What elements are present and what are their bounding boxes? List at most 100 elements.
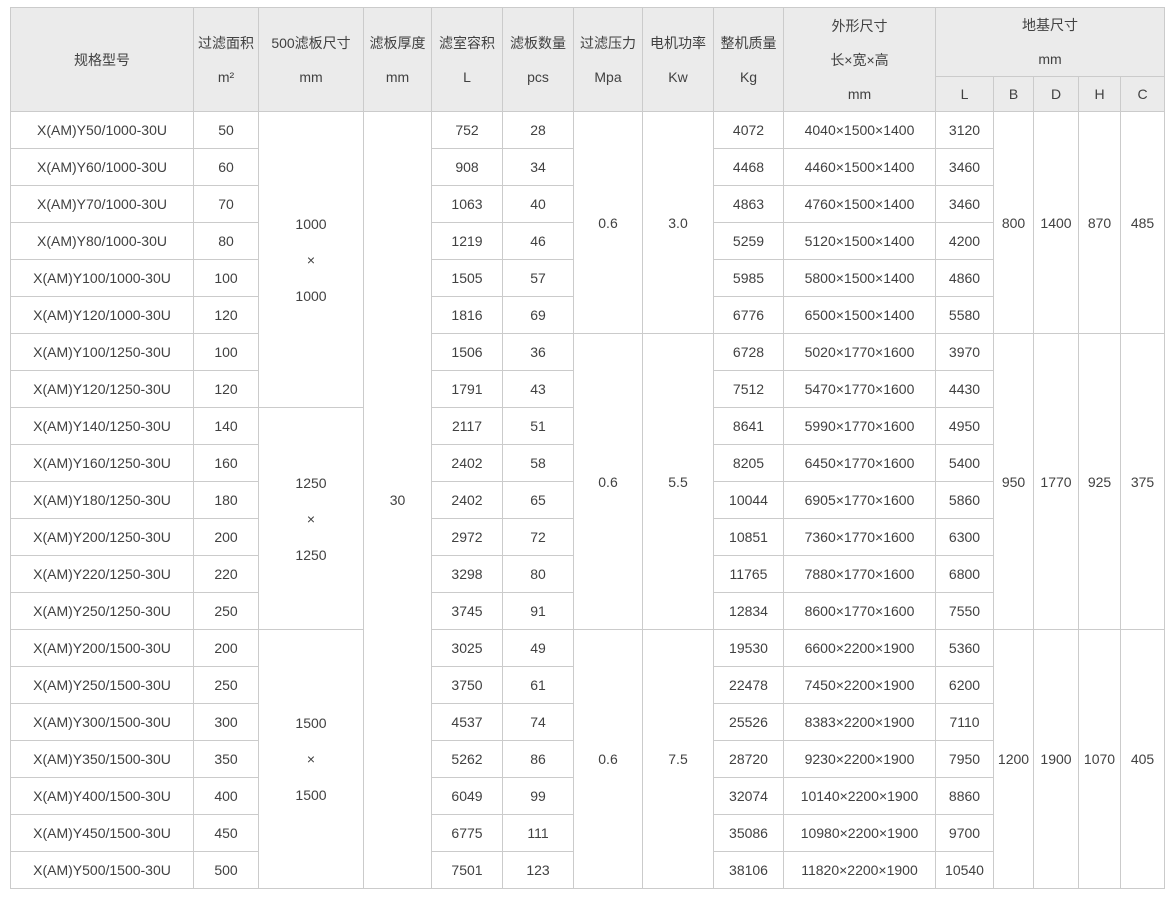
col-header-plates: 滤板数量pcs xyxy=(503,8,574,112)
cell-model: X(AM)Y500/1500-30U xyxy=(11,852,194,889)
cell-text-line: 0.6 xyxy=(574,464,642,500)
cell-area: 120 xyxy=(194,297,259,334)
cell-plate-merged: 1250×1250 xyxy=(259,408,364,630)
cell-area: 300 xyxy=(194,704,259,741)
cell-found_l: 6200 xyxy=(936,667,994,704)
cell-volume: 3745 xyxy=(432,593,503,630)
cell-found_l: 3460 xyxy=(936,186,994,223)
cell-model: X(AM)Y160/1250-30U xyxy=(11,445,194,482)
cell-found_l: 10540 xyxy=(936,852,994,889)
cell-volume: 6049 xyxy=(432,778,503,815)
cell-power-merged: 5.5 xyxy=(643,334,714,630)
cell-text-line: 1250 xyxy=(259,465,363,501)
col-header-found_d: D xyxy=(1034,77,1079,112)
cell-volume: 3025 xyxy=(432,630,503,667)
cell-weight: 12834 xyxy=(714,593,784,630)
cell-plates: 28 xyxy=(503,112,574,149)
cell-found_l: 3460 xyxy=(936,149,994,186)
cell-model: X(AM)Y70/1000-30U xyxy=(11,186,194,223)
cell-weight: 4072 xyxy=(714,112,784,149)
col-header-found_c: C xyxy=(1121,77,1165,112)
cell-power-merged: 3.0 xyxy=(643,112,714,334)
cell-area: 50 xyxy=(194,112,259,149)
cell-plates: 74 xyxy=(503,704,574,741)
cell-dims: 7450×2200×1900 xyxy=(784,667,936,704)
cell-found_l: 3120 xyxy=(936,112,994,149)
cell-dims: 7360×1770×1600 xyxy=(784,519,936,556)
cell-found_l: 5360 xyxy=(936,630,994,667)
cell-model: X(AM)Y250/1250-30U xyxy=(11,593,194,630)
cell-area: 220 xyxy=(194,556,259,593)
cell-power-merged: 7.5 xyxy=(643,630,714,889)
cell-text-line: × xyxy=(259,501,363,537)
cell-dims: 6450×1770×1600 xyxy=(784,445,936,482)
col-header-area: 过滤面积m² xyxy=(194,8,259,112)
cell-text-line: 电机功率 xyxy=(643,26,713,60)
cell-found_l: 5580 xyxy=(936,297,994,334)
cell-pressure-merged: 0.6 xyxy=(574,630,643,889)
cell-text-line: 375 xyxy=(1121,464,1164,500)
cell-plates: 58 xyxy=(503,445,574,482)
cell-weight: 28720 xyxy=(714,741,784,778)
cell-text-line: 长×宽×高 xyxy=(784,43,935,77)
cell-dims: 6600×2200×1900 xyxy=(784,630,936,667)
cell-plates: 72 xyxy=(503,519,574,556)
cell-text-line: H xyxy=(1079,77,1120,111)
cell-area: 100 xyxy=(194,260,259,297)
cell-weight: 4468 xyxy=(714,149,784,186)
cell-volume: 7501 xyxy=(432,852,503,889)
cell-text-line: 870 xyxy=(1079,205,1120,241)
cell-plates: 40 xyxy=(503,186,574,223)
cell-text-line: 1200 xyxy=(994,741,1033,777)
cell-text-line: 1900 xyxy=(1034,741,1078,777)
cell-text-line: × xyxy=(259,242,363,278)
cell-weight: 4863 xyxy=(714,186,784,223)
cell-found_l: 7110 xyxy=(936,704,994,741)
cell-plates: 61 xyxy=(503,667,574,704)
col-header-pressure: 过滤压力Mpa xyxy=(574,8,643,112)
cell-text-line: 1000 xyxy=(259,206,363,242)
cell-weight: 5985 xyxy=(714,260,784,297)
cell-text-line: 滤板厚度 xyxy=(364,26,431,60)
cell-text-line: 7.5 xyxy=(643,741,713,777)
cell-plates: 80 xyxy=(503,556,574,593)
cell-model: X(AM)Y300/1500-30U xyxy=(11,704,194,741)
cell-model: X(AM)Y200/1250-30U xyxy=(11,519,194,556)
cell-model: X(AM)Y450/1500-30U xyxy=(11,815,194,852)
cell-model: X(AM)Y220/1250-30U xyxy=(11,556,194,593)
cell-model: X(AM)Y180/1250-30U xyxy=(11,482,194,519)
cell-text-line: L xyxy=(936,77,993,111)
cell-found_l: 3970 xyxy=(936,334,994,371)
cell-text-line: 过滤压力 xyxy=(574,26,642,60)
cell-weight: 38106 xyxy=(714,852,784,889)
cell-text-line: mm xyxy=(259,60,363,94)
cell-model: X(AM)Y250/1500-30U xyxy=(11,667,194,704)
cell-text-line: 1000 xyxy=(259,278,363,314)
cell-model: X(AM)Y120/1000-30U xyxy=(11,297,194,334)
cell-text-line: mm xyxy=(936,42,1164,76)
cell-model: X(AM)Y80/1000-30U xyxy=(11,223,194,260)
cell-found_d-merged: 1400 xyxy=(1034,112,1079,334)
cell-found_l: 9700 xyxy=(936,815,994,852)
cell-weight: 10851 xyxy=(714,519,784,556)
cell-model: X(AM)Y100/1000-30U xyxy=(11,260,194,297)
cell-volume: 5262 xyxy=(432,741,503,778)
cell-dims: 8600×1770×1600 xyxy=(784,593,936,630)
cell-area: 140 xyxy=(194,408,259,445)
col-header-found_l: L xyxy=(936,77,994,112)
cell-text-line: Mpa xyxy=(574,60,642,94)
cell-volume: 752 xyxy=(432,112,503,149)
cell-dims: 4760×1500×1400 xyxy=(784,186,936,223)
cell-volume: 6775 xyxy=(432,815,503,852)
cell-found_l: 5860 xyxy=(936,482,994,519)
cell-text-line: pcs xyxy=(503,60,573,94)
cell-area: 180 xyxy=(194,482,259,519)
cell-text-line: m² xyxy=(194,60,258,94)
col-header-volume: 滤室容积L xyxy=(432,8,503,112)
cell-dims: 5990×1770×1600 xyxy=(784,408,936,445)
cell-text-line: D xyxy=(1034,77,1078,111)
cell-text-line: 1250 xyxy=(259,537,363,573)
col-header-found_b: B xyxy=(994,77,1034,112)
cell-model: X(AM)Y350/1500-30U xyxy=(11,741,194,778)
col-header-foundation: 地基尺寸mm xyxy=(936,8,1165,77)
